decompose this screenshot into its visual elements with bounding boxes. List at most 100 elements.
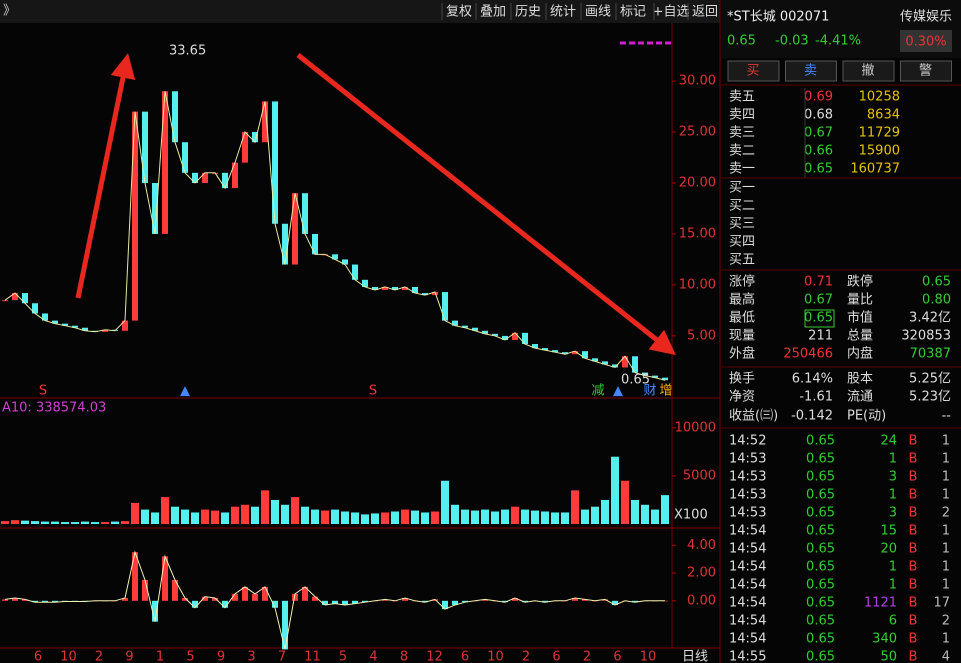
tick-price: 0.65 (806, 614, 835, 629)
volume-bar (491, 511, 499, 524)
candle (272, 101, 278, 224)
bid-label: 买五 (729, 253, 755, 268)
stat-label: 最高 (729, 292, 755, 308)
volume-bar (371, 513, 379, 524)
volume-bar (251, 506, 259, 524)
ask-volume: 11729 (859, 126, 900, 141)
macd-bar (612, 600, 618, 605)
stat-label: 收益(㈢) (729, 409, 778, 424)
volume-bar (561, 512, 569, 524)
trade-button[interactable] (785, 60, 837, 82)
trade-button[interactable] (842, 60, 895, 82)
toolbar-button[interactable]: 历史 (515, 5, 541, 20)
candle (382, 286, 388, 291)
candle (22, 293, 28, 304)
volume-bar (471, 510, 479, 524)
volume-bar (461, 509, 469, 524)
candle (12, 293, 18, 301)
y-tick-label: 4.00 (687, 538, 716, 553)
tick-side: B (909, 614, 918, 629)
tick-side: B (909, 524, 918, 539)
x-tick-label: 11 (304, 650, 321, 663)
sector-name[interactable]: 传媒娱乐 (900, 10, 952, 25)
tick-time: 14:53 (729, 506, 766, 521)
stat-value: 0.80 (922, 293, 951, 308)
volume-bar (481, 509, 489, 524)
toolbar-button[interactable]: 返回 (692, 5, 718, 20)
toolbar-button[interactable]: 标记 (620, 5, 646, 20)
volume-bar (351, 512, 359, 524)
macd-bar (172, 579, 178, 601)
ask-label: 卖五 (729, 90, 755, 105)
macd-bar (282, 600, 288, 650)
candle (432, 292, 438, 296)
candle (282, 223, 288, 265)
trade-button-label[interactable]: 买 (746, 64, 759, 79)
tick-volume: 20 (880, 542, 897, 557)
toolbar-button[interactable]: 画线 (585, 5, 611, 20)
x-tick-label: 1 (156, 650, 164, 663)
volume-bar (71, 522, 79, 524)
trade-button[interactable] (727, 60, 780, 82)
trade-button[interactable] (900, 60, 952, 82)
stat-label: 最低 (729, 311, 755, 326)
stat-label: 现量 (729, 329, 755, 344)
volume-bar (321, 510, 329, 524)
x-tick-label: 5 (186, 650, 194, 663)
macd-bar (302, 586, 308, 601)
bid-label: 买一 (729, 181, 755, 196)
candle (332, 254, 338, 260)
macd-bar (22, 599, 28, 601)
macd-bar (512, 598, 518, 601)
toolbar-button[interactable]: +自选 (653, 5, 690, 20)
tick-count: 1 (942, 488, 950, 503)
macd-bar (122, 598, 128, 601)
trade-button-label[interactable]: 警 (919, 63, 932, 79)
volume-bar (451, 504, 459, 524)
toolbar-button[interactable]: 叠加 (480, 5, 506, 20)
tick-count: 1 (942, 542, 950, 557)
tick-volume: 1 (889, 452, 897, 467)
volume-bar (431, 511, 439, 524)
tick-volume: 1 (889, 488, 897, 503)
volume-bar (61, 522, 69, 524)
x-tick-label: 4 (369, 650, 377, 663)
ask-price: 0.69 (804, 90, 833, 105)
volume-bar (331, 509, 339, 524)
stat-label: 涨停 (729, 274, 755, 290)
macd-bar (322, 600, 328, 605)
y-tick-label: 0.00 (687, 593, 716, 608)
candle (512, 332, 518, 340)
volume-bar (381, 512, 389, 524)
tick-side: B (909, 488, 918, 503)
tick-time: 14:54 (729, 524, 766, 539)
toolbar-button[interactable]: 统计 (550, 5, 576, 20)
ask-price: 0.67 (804, 126, 833, 141)
stat-value: 320853 (901, 329, 951, 344)
volume-bar (291, 497, 299, 524)
candle (532, 344, 538, 349)
macd-bar (232, 593, 238, 601)
y-tick-label: 30.00 (679, 74, 716, 89)
stat-value: 0.65 (922, 275, 951, 290)
candle (612, 364, 618, 368)
ask-volume: 15900 (859, 144, 900, 159)
candle (392, 286, 398, 291)
trade-button-label[interactable]: 撤 (861, 63, 874, 79)
volume-bar (441, 480, 449, 524)
macd-bar (572, 598, 578, 601)
event-marker: 减 (591, 384, 604, 399)
tick-price: 0.65 (806, 470, 835, 485)
macd-bar (52, 600, 58, 603)
tick-time: 14:54 (729, 578, 766, 593)
trade-button-label[interactable]: 卖 (804, 64, 817, 79)
period-label: 日线 (682, 650, 708, 663)
candle (292, 193, 298, 265)
macd-bar (222, 600, 228, 608)
macd-bar (382, 599, 388, 601)
stat-label: 跌停 (847, 274, 873, 290)
x-tick-label: 2 (95, 650, 103, 663)
tick-price: 0.65 (806, 506, 835, 521)
toolbar-button[interactable]: 复权 (446, 4, 472, 20)
